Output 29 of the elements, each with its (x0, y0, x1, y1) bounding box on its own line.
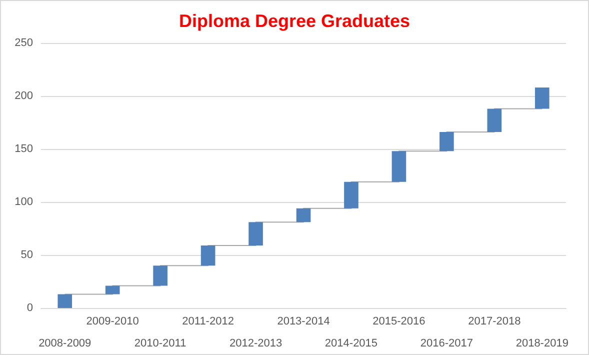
bar (248, 222, 263, 246)
bar (487, 108, 502, 132)
x-tick-label: 2014-2015 (324, 338, 378, 350)
bar (58, 294, 72, 308)
y-tick-label: 200 (14, 90, 33, 102)
bar (105, 286, 120, 294)
bar (440, 132, 454, 152)
x-tick-label: 2016-2017 (420, 338, 473, 350)
y-tick-label: 150 (14, 143, 33, 155)
bar (392, 151, 406, 182)
bar (200, 245, 216, 266)
y-tick-label: 100 (14, 196, 33, 208)
x-tick-label: 2015-2016 (372, 316, 426, 328)
x-tick-label: 2009-2010 (86, 316, 139, 328)
x-tick-label: 2017-2018 (468, 316, 521, 328)
x-tick-label: 2010-2011 (134, 338, 186, 350)
bar (534, 88, 550, 109)
bar (296, 208, 311, 222)
x-tick-label: 2012-2013 (229, 338, 282, 350)
y-tick-label: 250 (14, 37, 33, 49)
chart-title: Diploma Degree Graduates (178, 11, 410, 31)
x-tick-label: 2018-2019 (516, 338, 568, 350)
x-tick-label: 2011-2012 (182, 316, 234, 328)
x-tick-label: 2008-2009 (38, 338, 92, 350)
y-tick-label: 50 (20, 249, 33, 261)
x-tick-label: 2013-2014 (277, 316, 330, 328)
y-tick-label: 0 (26, 302, 33, 314)
bar (153, 266, 168, 286)
bar (344, 182, 358, 208)
